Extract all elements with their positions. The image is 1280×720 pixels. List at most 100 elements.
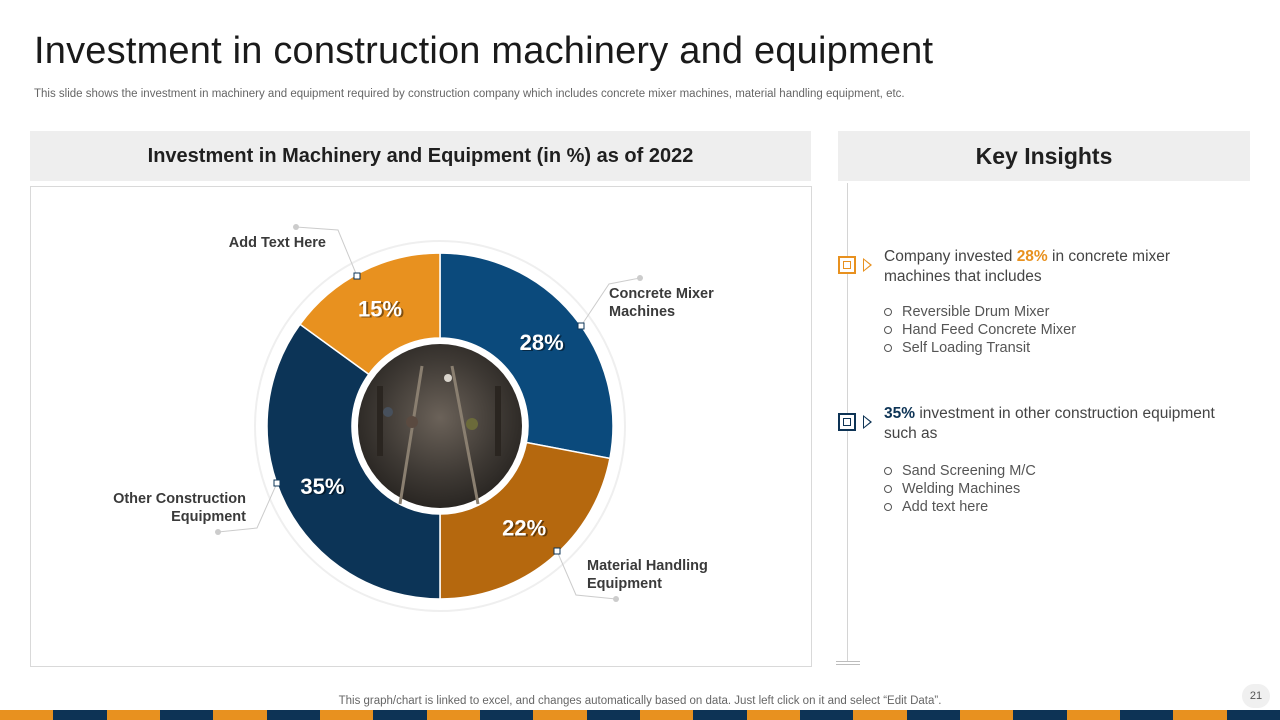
circle-bullet-icon [884,503,892,511]
photo-worker [406,416,418,428]
insight-2-highlight: 35% [884,405,916,422]
donut-chart[interactable]: 28%28%22%22%35%35%15%15%Concrete MixerMa… [31,187,811,666]
photo-worker-helmet [444,374,452,382]
stripe-segment [479,710,534,720]
insight-item-1: Company invested 28% in concrete mixer m… [884,247,1234,287]
value-label: 15% [358,296,402,321]
insight-item-2: 35% investment in other construction equ… [884,404,1234,444]
leader-dot [613,596,619,602]
leader-marker [553,547,561,555]
circle-bullet-icon [884,308,892,316]
leader-dot [293,224,299,230]
donut-slice[interactable] [266,323,441,600]
slide-subtitle: This slide shows the investment in machi… [34,88,905,100]
stripe-segment [746,710,800,720]
value-label-shadow: 28% [522,331,566,356]
insights-title: Key Insights [838,131,1250,181]
circle-bullet-icon [884,485,892,493]
stripe-segment [586,710,640,720]
insight-1-highlight: 28% [1016,248,1048,265]
leader-marker [273,479,281,487]
stripe-segment [319,710,374,720]
bullet-text: Add text here [902,499,989,515]
photo-worker [466,418,478,430]
stripe-segment [426,710,480,720]
stripe-segment [1119,710,1174,720]
triangle-arrow-icon [863,415,872,429]
donut-slice[interactable] [439,252,614,460]
category-label: Machines [609,304,675,320]
photo-worker [383,407,393,417]
photo-rail-lines [398,365,480,505]
category-label: Add Text Here [229,235,326,251]
bullet-text: Hand Feed Concrete Mixer [902,322,1077,338]
slide-title: Investment in construction machinery and… [34,30,934,72]
stripe-segment [1066,710,1120,720]
leader-dot [215,529,221,535]
bullet-text: Sand Screening M/C [902,463,1036,479]
stripe-segment [1173,710,1227,720]
leader-marker [353,272,361,280]
chart-title: Investment in Machinery and Equipment (i… [30,131,811,181]
list-item: Hand Feed Concrete Mixer [884,321,1076,339]
list-item: Add text here [884,498,1036,516]
stripe-segment [106,710,160,720]
leader-line [556,550,617,600]
list-item: Self Loading Transit [884,339,1076,357]
leader-line [217,482,278,533]
value-label-shadow: 35% [302,475,346,500]
stripe-segment [213,710,267,720]
stripe-segment [0,710,54,720]
chart-panel[interactable]: 28% 28% 22% 22% 35% 35% 15% 15% Concrete Mixer Ma… [30,186,812,667]
donut-slice[interactable] [298,252,441,376]
bullet-text: Reversible Drum Mixer [902,304,1050,320]
stripe-segment [53,710,107,720]
bullet-text: Welding Machines [902,481,1021,497]
triangle-arrow-icon [863,258,872,272]
list-item: Welding Machines [884,480,1036,498]
leader-line [295,226,358,277]
list-item: Sand Screening M/C [884,462,1036,480]
insight-marker-icon [838,256,856,274]
stripe-segment [159,710,214,720]
value-label: 22% [502,516,546,541]
insight-2-bullets: Sand Screening M/C Welding Machines Add … [884,462,1036,516]
stripe-segment [266,710,320,720]
photo-structure-lines [377,386,501,456]
list-item: Reversible Drum Mixer [884,303,1076,321]
circle-bullet-icon [884,467,892,475]
value-label: 28% [520,330,564,355]
category-label: Equipment [587,576,662,592]
category-label: Concrete Mixer [609,286,714,302]
value-label-shadow: 15% [360,297,404,322]
footnote: This graph/chart is linked to excel, and… [338,695,942,707]
donut-outer-ring [254,240,626,612]
insight-1-bullets: Reversible Drum Mixer Hand Feed Concrete… [884,303,1076,357]
stripe-segment [639,710,694,720]
stripe-segment [1013,710,1067,720]
circle-bullet-icon [884,344,892,352]
page-number: 21 [1242,684,1270,708]
bullet-text: Self Loading Transit [902,340,1031,356]
insight-1-prefix: Company invested [884,248,1017,265]
leader-line [580,277,641,327]
circle-bullet-icon [884,326,892,334]
footer-stripe [0,710,1280,720]
stripe-segment [1226,710,1280,720]
value-label-shadow: 22% [504,517,548,542]
construction-workers-photo [358,344,522,508]
leader-marker [577,322,585,330]
stripe-segment [906,710,960,720]
stripe-segment [373,710,427,720]
insight-2-suffix: investment in other construction equipme… [884,405,1215,442]
insight-1-suffix: in concrete mixer machines that includes [884,248,1171,285]
stripe-segment [799,710,854,720]
leader-dot [637,275,643,281]
category-label: Other Construction [113,491,246,507]
timeline-end [836,664,860,665]
stripe-segment [853,710,907,720]
timeline-end [836,661,860,662]
stripe-segment [959,710,1014,720]
category-label: Equipment [171,509,246,525]
donut-slice[interactable] [439,441,611,600]
